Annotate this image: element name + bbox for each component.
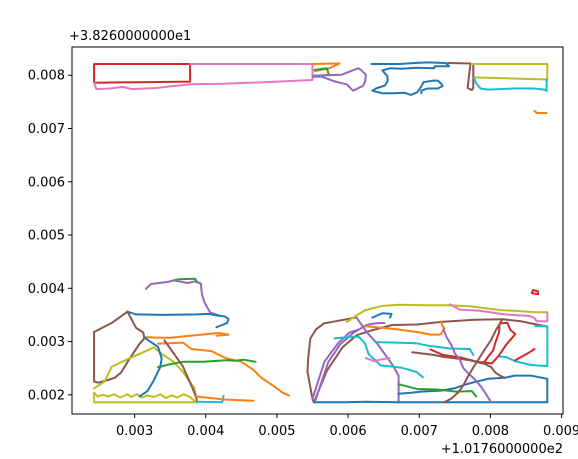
x-tick-label-2: 0.004 [187, 424, 224, 439]
series-line-33 [514, 348, 536, 362]
x-tick-label-5: 0.007 [401, 424, 438, 439]
series-line-39 [364, 320, 446, 336]
series-line-21 [93, 391, 197, 404]
series-line-45 [364, 357, 391, 363]
y-tick-label-5: 0.006 [28, 175, 65, 190]
series-line-26 [306, 316, 357, 373]
series-line-7 [446, 62, 475, 92]
series-line-35 [313, 400, 549, 404]
series-line-24 [138, 336, 163, 398]
y-tick-label-3: 0.004 [28, 282, 65, 297]
series-line-23 [194, 395, 255, 402]
x-tick-label-3: 0.005 [258, 424, 295, 439]
series-line-34 [397, 374, 549, 404]
series-line-36 [397, 383, 478, 398]
y-tick-label-4: 0.005 [28, 229, 65, 244]
series-line-46 [530, 288, 540, 296]
series-line-1 [93, 63, 192, 84]
x-tick-label-6: 0.008 [472, 424, 509, 439]
series-line-17 [157, 341, 290, 397]
series-line-10 [533, 109, 548, 114]
series-line-43 [443, 318, 504, 404]
x-offset-label: +1.0176000000e2 [441, 442, 563, 457]
series-line-44 [371, 312, 393, 319]
series-line-28 [311, 328, 361, 400]
x-tick-label-1: 0.003 [116, 424, 153, 439]
series-line-5 [312, 67, 367, 92]
series-line-15 [93, 331, 147, 384]
series-line-31 [448, 303, 549, 323]
series-line-6 [370, 61, 451, 96]
series-line-29 [345, 303, 549, 323]
y-tick-label-7: 0.008 [28, 69, 65, 84]
series-line-41 [411, 351, 506, 379]
series-line-38 [374, 341, 475, 356]
series-line-13 [126, 310, 230, 329]
series-line-8 [472, 63, 549, 81]
y-offset-label: +3.8260000000e1 [69, 29, 191, 44]
series-line-11 [145, 279, 221, 317]
series-layer [93, 61, 549, 404]
series-line-42 [442, 327, 493, 404]
ticks-layer: 0.003 0.004 0.005 0.006 0.007 0.008 0.009 0.002… [28, 69, 578, 439]
series-line-30 [355, 316, 400, 404]
series-line-12 [172, 277, 199, 284]
series-line-22 [195, 394, 225, 404]
plot-frame [71, 46, 564, 415]
series-line-27 [313, 321, 386, 404]
series-line-16 [143, 332, 230, 339]
x-tick-label-4: 0.006 [329, 424, 366, 439]
y-tick-label-1: 0.002 [28, 388, 65, 403]
x-tick-label-7: 0.009 [543, 424, 578, 439]
series-line-19 [157, 358, 257, 369]
series-line-32 [497, 325, 549, 368]
series-line-9 [473, 76, 548, 93]
y-tick-label-6: 0.007 [28, 122, 65, 137]
y-tick-label-2: 0.003 [28, 335, 65, 350]
series-line-14 [93, 310, 146, 339]
